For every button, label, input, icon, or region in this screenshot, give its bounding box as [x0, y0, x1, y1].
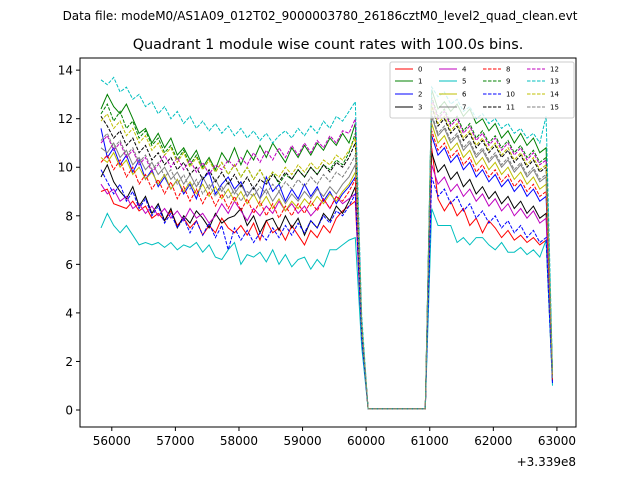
series-line-4 [100, 164, 553, 410]
x-tick-label: 60000 [347, 434, 385, 448]
x-tick-label: 62000 [474, 434, 512, 448]
x-tick-label: 61000 [411, 434, 449, 448]
legend-label-2: 2 [418, 91, 422, 99]
series-line-5 [100, 208, 553, 410]
x-axis: 56000 57000 58000 59000 60000 61000 62000 63000 [93, 427, 576, 448]
legend-label-5: 5 [462, 78, 466, 86]
legend-label-9: 9 [506, 78, 510, 86]
x-tick-label: 63000 [538, 434, 576, 448]
y-tick-label: 2 [65, 355, 73, 369]
plot-frame [79, 57, 577, 428]
y-tick-label: 14 [58, 64, 73, 78]
y-tick-label: 6 [65, 258, 73, 272]
legend-label-6: 6 [462, 91, 467, 99]
y-tick-label: 10 [58, 161, 73, 175]
legend-label-14: 14 [550, 91, 559, 99]
series-line-11 [100, 106, 553, 410]
series-line-10 [100, 169, 553, 410]
series-line-9 [100, 96, 553, 410]
suptitle: Data file: modeM0/AS1A09_012T02_90000037… [63, 9, 578, 23]
series-line-13 [100, 76, 553, 410]
series-layer [100, 76, 553, 410]
legend-label-8: 8 [506, 66, 510, 74]
legend-label-4: 4 [462, 66, 467, 74]
y-axis: 0 2 4 6 8 10 12 14 [58, 64, 80, 418]
legend-label-11: 11 [506, 104, 515, 112]
legend-label-3: 3 [418, 104, 422, 112]
series-line-8 [100, 130, 553, 410]
x-tick-label: 58000 [220, 434, 258, 448]
legend-label-0: 0 [418, 66, 422, 74]
x-tick-label: 56000 [93, 434, 131, 448]
series-line-0 [100, 147, 553, 410]
series-line-7 [100, 116, 553, 410]
legend-label-1: 1 [418, 78, 422, 86]
y-tick-label: 12 [58, 112, 73, 126]
y-tick-label: 4 [65, 306, 73, 320]
legend-label-12: 12 [550, 66, 559, 74]
x-tick-label: 59000 [283, 434, 321, 448]
legend-label-7: 7 [462, 104, 466, 112]
series-line-1 [100, 89, 553, 410]
y-tick-label: 8 [65, 209, 73, 223]
series-line-14 [100, 103, 553, 410]
series-line-15 [100, 113, 553, 410]
x-tick-label: 57000 [156, 434, 194, 448]
y-tick-label: 0 [65, 404, 73, 418]
x-offset-text: +3.339e8 [517, 455, 576, 469]
legend-label-10: 10 [506, 91, 515, 99]
chart-title: Quadrant 1 module wise count rates with … [133, 37, 524, 53]
legend-label-15: 15 [550, 104, 559, 112]
legend-box [389, 61, 575, 119]
legend-label-13: 13 [550, 78, 559, 86]
